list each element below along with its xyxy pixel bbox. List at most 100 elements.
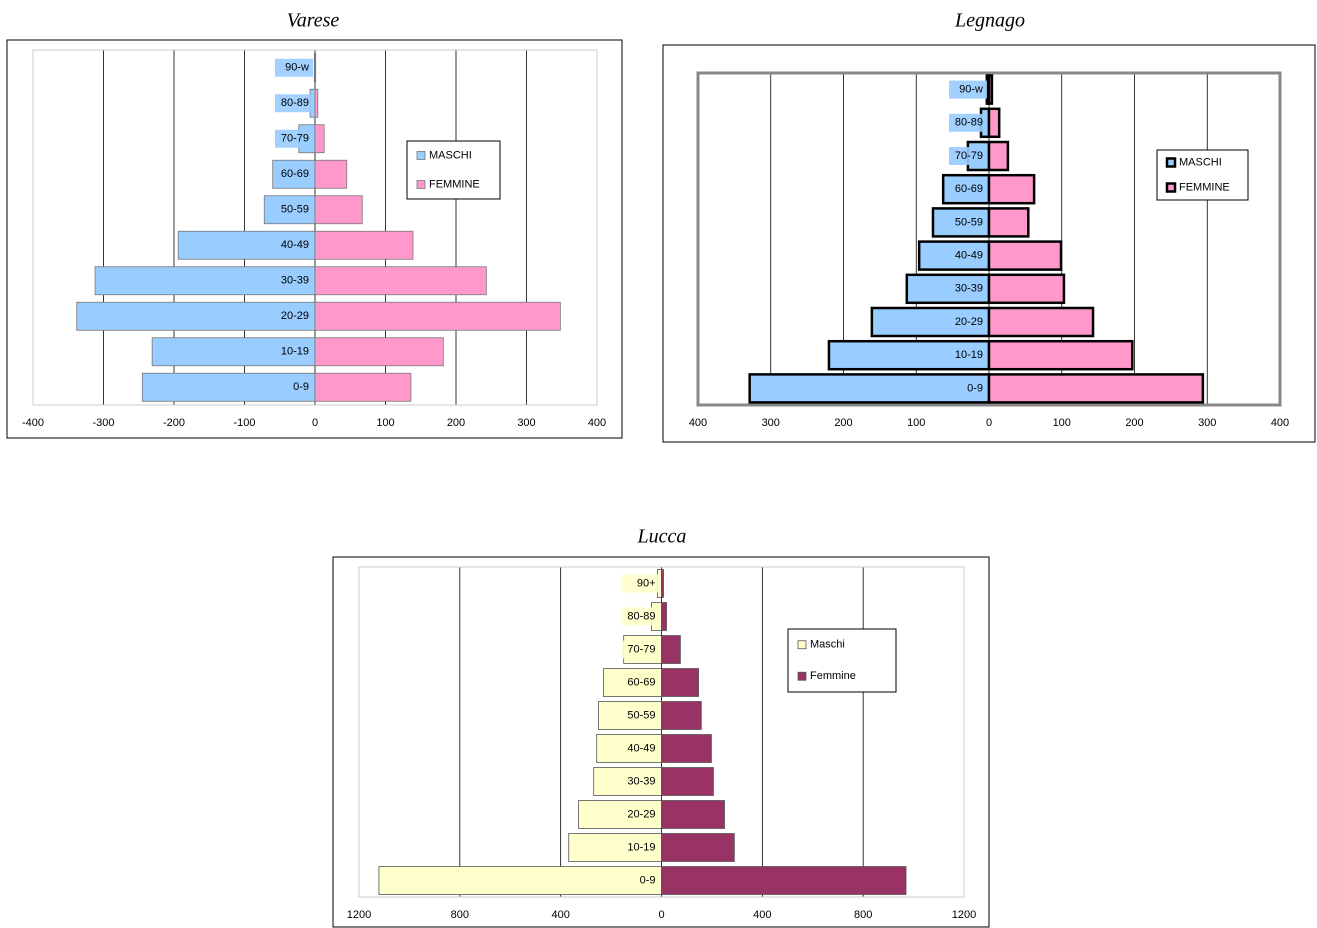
bar	[314, 337, 444, 367]
legend-swatch	[797, 640, 807, 650]
bar	[661, 569, 664, 598]
category-label: 70-79	[281, 133, 309, 145]
bar	[987, 306, 1095, 338]
category-label-box	[621, 607, 660, 626]
category-label-box	[949, 80, 987, 99]
category-label: 70-79	[627, 643, 655, 655]
legend-box	[406, 140, 501, 200]
category-label: 20-29	[955, 316, 983, 328]
category-label-box	[621, 838, 660, 857]
x-tick-label: 1200	[347, 909, 371, 921]
category-label: 20-29	[627, 808, 655, 820]
x-tick-label: 200	[447, 417, 465, 429]
bar	[661, 866, 907, 895]
bar	[987, 273, 1066, 305]
bar	[661, 800, 725, 829]
legend-swatch	[416, 151, 426, 160]
legend-label: Maschi	[810, 639, 845, 651]
bar	[314, 53, 317, 83]
category-label: 50-59	[955, 216, 983, 228]
x-tick-label: 1200	[952, 909, 976, 921]
x-tick-label: 200	[834, 417, 852, 429]
category-label-box	[275, 58, 313, 77]
category-label-box	[275, 94, 313, 113]
x-tick-label: 800	[451, 909, 469, 921]
x-tick-label: 0	[312, 417, 318, 429]
category-label: 60-69	[955, 183, 983, 195]
bar	[661, 668, 699, 697]
x-tick-label: -300	[92, 417, 114, 429]
bar	[661, 602, 667, 631]
category-label: 80-89	[627, 610, 655, 622]
bar	[987, 207, 1030, 238]
bar	[987, 74, 994, 105]
category-label: 30-39	[955, 283, 983, 295]
bar	[987, 240, 1063, 271]
legend-label: FEMMINE	[429, 178, 480, 190]
bar	[314, 88, 319, 118]
category-label-box	[275, 271, 313, 290]
chart-title: Varese	[287, 10, 340, 32]
x-tick-label: -400	[22, 417, 44, 429]
x-tick-label: 0	[986, 417, 992, 429]
category-label-box	[949, 379, 987, 398]
category-label: 50-59	[281, 204, 309, 216]
category-label-box	[275, 165, 313, 184]
category-label: 30-39	[281, 275, 309, 287]
plot-border	[358, 566, 965, 898]
legend-label: MASCHI	[429, 149, 472, 161]
bar	[661, 734, 712, 763]
category-label: 90+	[637, 577, 656, 589]
category-label-box	[275, 236, 313, 255]
x-tick-label: 400	[753, 909, 771, 921]
category-label: 60-69	[627, 676, 655, 688]
category-label-box	[275, 378, 313, 397]
category-label-box	[949, 246, 987, 265]
x-tick-label: 300	[762, 417, 780, 429]
category-label: 80-89	[281, 97, 309, 109]
bar	[987, 107, 1001, 139]
bar	[987, 339, 1134, 371]
category-label: 10-19	[955, 349, 983, 361]
plot-border	[696, 71, 1282, 407]
legend-label: MASCHI	[1179, 156, 1222, 168]
x-tick-label: 300	[517, 417, 535, 429]
bar	[314, 159, 348, 189]
x-tick-label: -200	[163, 417, 185, 429]
bar	[987, 173, 1036, 205]
bar	[314, 372, 412, 402]
category-label-box	[949, 180, 987, 199]
category-label: 0-9	[293, 381, 309, 393]
bar	[987, 140, 1010, 172]
category-label-box	[621, 706, 660, 725]
category-label: 40-49	[627, 742, 655, 754]
x-tick-label: 400	[1271, 417, 1289, 429]
category-label-box	[621, 805, 660, 824]
category-label-box	[275, 342, 313, 361]
category-label: 40-49	[281, 239, 309, 251]
plot-border	[32, 49, 598, 406]
legend-swatch	[416, 180, 426, 189]
bar	[314, 124, 325, 154]
x-tick-label: 400	[689, 417, 707, 429]
bar	[987, 373, 1205, 404]
bar	[378, 866, 662, 895]
bar	[314, 266, 487, 296]
legend-swatch	[1165, 182, 1177, 193]
category-label-box	[621, 640, 660, 659]
category-label: 0-9	[640, 874, 656, 886]
category-label: 80-89	[955, 117, 983, 129]
legend-box	[787, 628, 897, 693]
category-label-box	[621, 739, 660, 758]
category-label: 90-w	[285, 62, 309, 74]
category-label-box	[949, 279, 987, 298]
category-label-box	[275, 307, 313, 326]
x-tick-label: 200	[1125, 417, 1143, 429]
category-label: 50-59	[627, 709, 655, 721]
category-label-box	[621, 673, 660, 692]
bar	[661, 833, 735, 862]
x-tick-label: 0	[658, 909, 664, 921]
category-label-box	[949, 313, 987, 331]
category-label-box	[621, 772, 660, 791]
